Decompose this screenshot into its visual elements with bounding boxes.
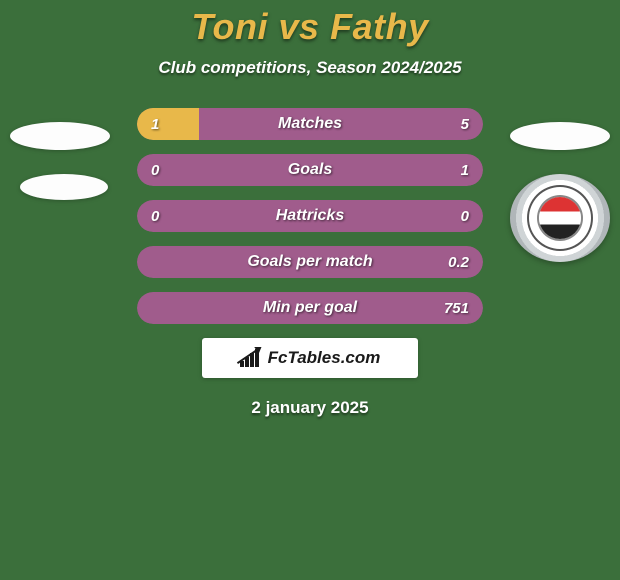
fctables-logo-icon: [240, 349, 262, 367]
page-title: Toni vs Fathy: [0, 6, 620, 48]
right-club-logo-placeholder: [510, 122, 610, 150]
stat-row-matches: 1 Matches 5: [137, 108, 483, 140]
stat-track: [137, 200, 483, 232]
brand-panel[interactable]: FcTables.com: [202, 338, 418, 378]
comparison-card: Toni vs Fathy Club competitions, Season …: [0, 0, 620, 580]
right-player-badges: [510, 122, 610, 262]
stat-track: [137, 246, 483, 278]
page-subtitle: Club competitions, Season 2024/2025: [0, 58, 620, 78]
brand-text: FcTables.com: [268, 348, 381, 368]
stat-row-goals-per-match: Goals per match 0.2: [137, 246, 483, 278]
stat-track: [137, 292, 483, 324]
stat-fill-left: [137, 108, 199, 140]
footer-date: 2 january 2025: [0, 398, 620, 418]
stat-row-min-per-goal: Min per goal 751: [137, 292, 483, 324]
stat-row-goals: 0 Goals 1: [137, 154, 483, 186]
left-player-badges: [10, 122, 110, 224]
crest-flag-icon: [539, 197, 581, 239]
stat-row-hattricks: 0 Hattricks 0: [137, 200, 483, 232]
left-national-logo-placeholder: [20, 174, 108, 200]
crest-ring: [527, 185, 593, 251]
stat-track: [137, 154, 483, 186]
stat-rows: 1 Matches 5 0 Goals 1 0 Hattricks 0 Goal…: [137, 108, 483, 324]
right-national-crest: [510, 174, 610, 262]
left-club-logo-placeholder: [10, 122, 110, 150]
